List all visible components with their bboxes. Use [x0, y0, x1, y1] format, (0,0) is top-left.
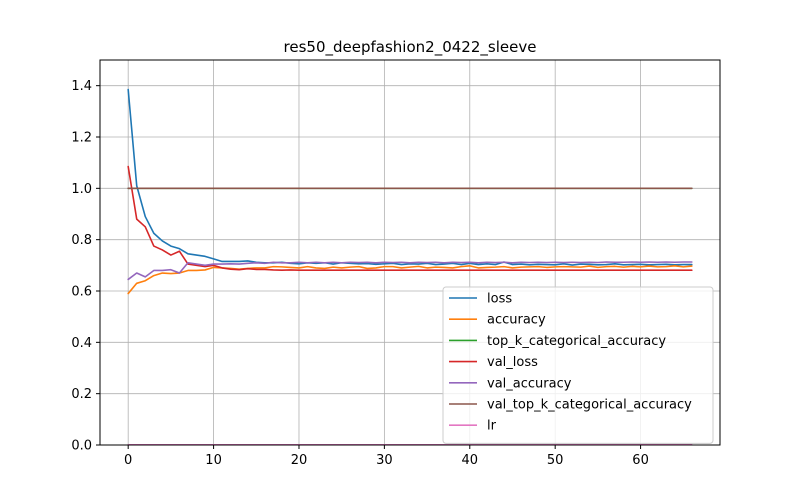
y-tick-label: 1.0 [71, 182, 92, 197]
y-tick-label: 1.4 [71, 79, 92, 94]
x-tick-label: 0 [124, 453, 132, 468]
legend-box [442, 286, 714, 444]
legend-label: lr [487, 419, 497, 434]
legend-label: val_accuracy [487, 376, 572, 391]
legend-label: loss [487, 292, 512, 307]
legend: loss accuracy top_k_categorical_accuracyva… [442, 286, 714, 444]
x-tick-label: 30 [376, 453, 393, 468]
x-tick-label: 60 [632, 453, 649, 468]
axis-ticks: 0 10 20 30 40 50 60 0.0 0.2 0.4 0.6 0.8 1.0 1.2 1.4 [71, 79, 649, 468]
legend-label: val_top_k_categorical_accuracy [487, 398, 692, 413]
chart-title: res50_deepfashion2_0422_sleeve [284, 38, 537, 57]
series-line-val-accuracy [127, 261, 693, 281]
y-tick-label: 0.0 [71, 439, 92, 454]
x-tick-label: 10 [205, 453, 222, 468]
y-tick-label: 0.8 [71, 233, 92, 248]
legend-label: accuracy [487, 313, 546, 328]
series-line-val-loss [127, 165, 693, 272]
y-tick-label: 1.2 [71, 131, 92, 146]
x-tick-label: 50 [547, 453, 564, 468]
y-tick-label: 0.4 [71, 336, 92, 351]
y-tick-label: 0.2 [71, 387, 92, 402]
legend-label: val_loss [487, 355, 538, 370]
x-tick-label: 40 [462, 453, 479, 468]
x-tick-label: 20 [291, 453, 308, 468]
plot-area-frame [99, 59, 721, 446]
y-tick-label: 0.6 [71, 285, 92, 300]
legend-label: top_k_categorical_accuracy [487, 334, 666, 349]
series-line-loss [127, 88, 693, 266]
